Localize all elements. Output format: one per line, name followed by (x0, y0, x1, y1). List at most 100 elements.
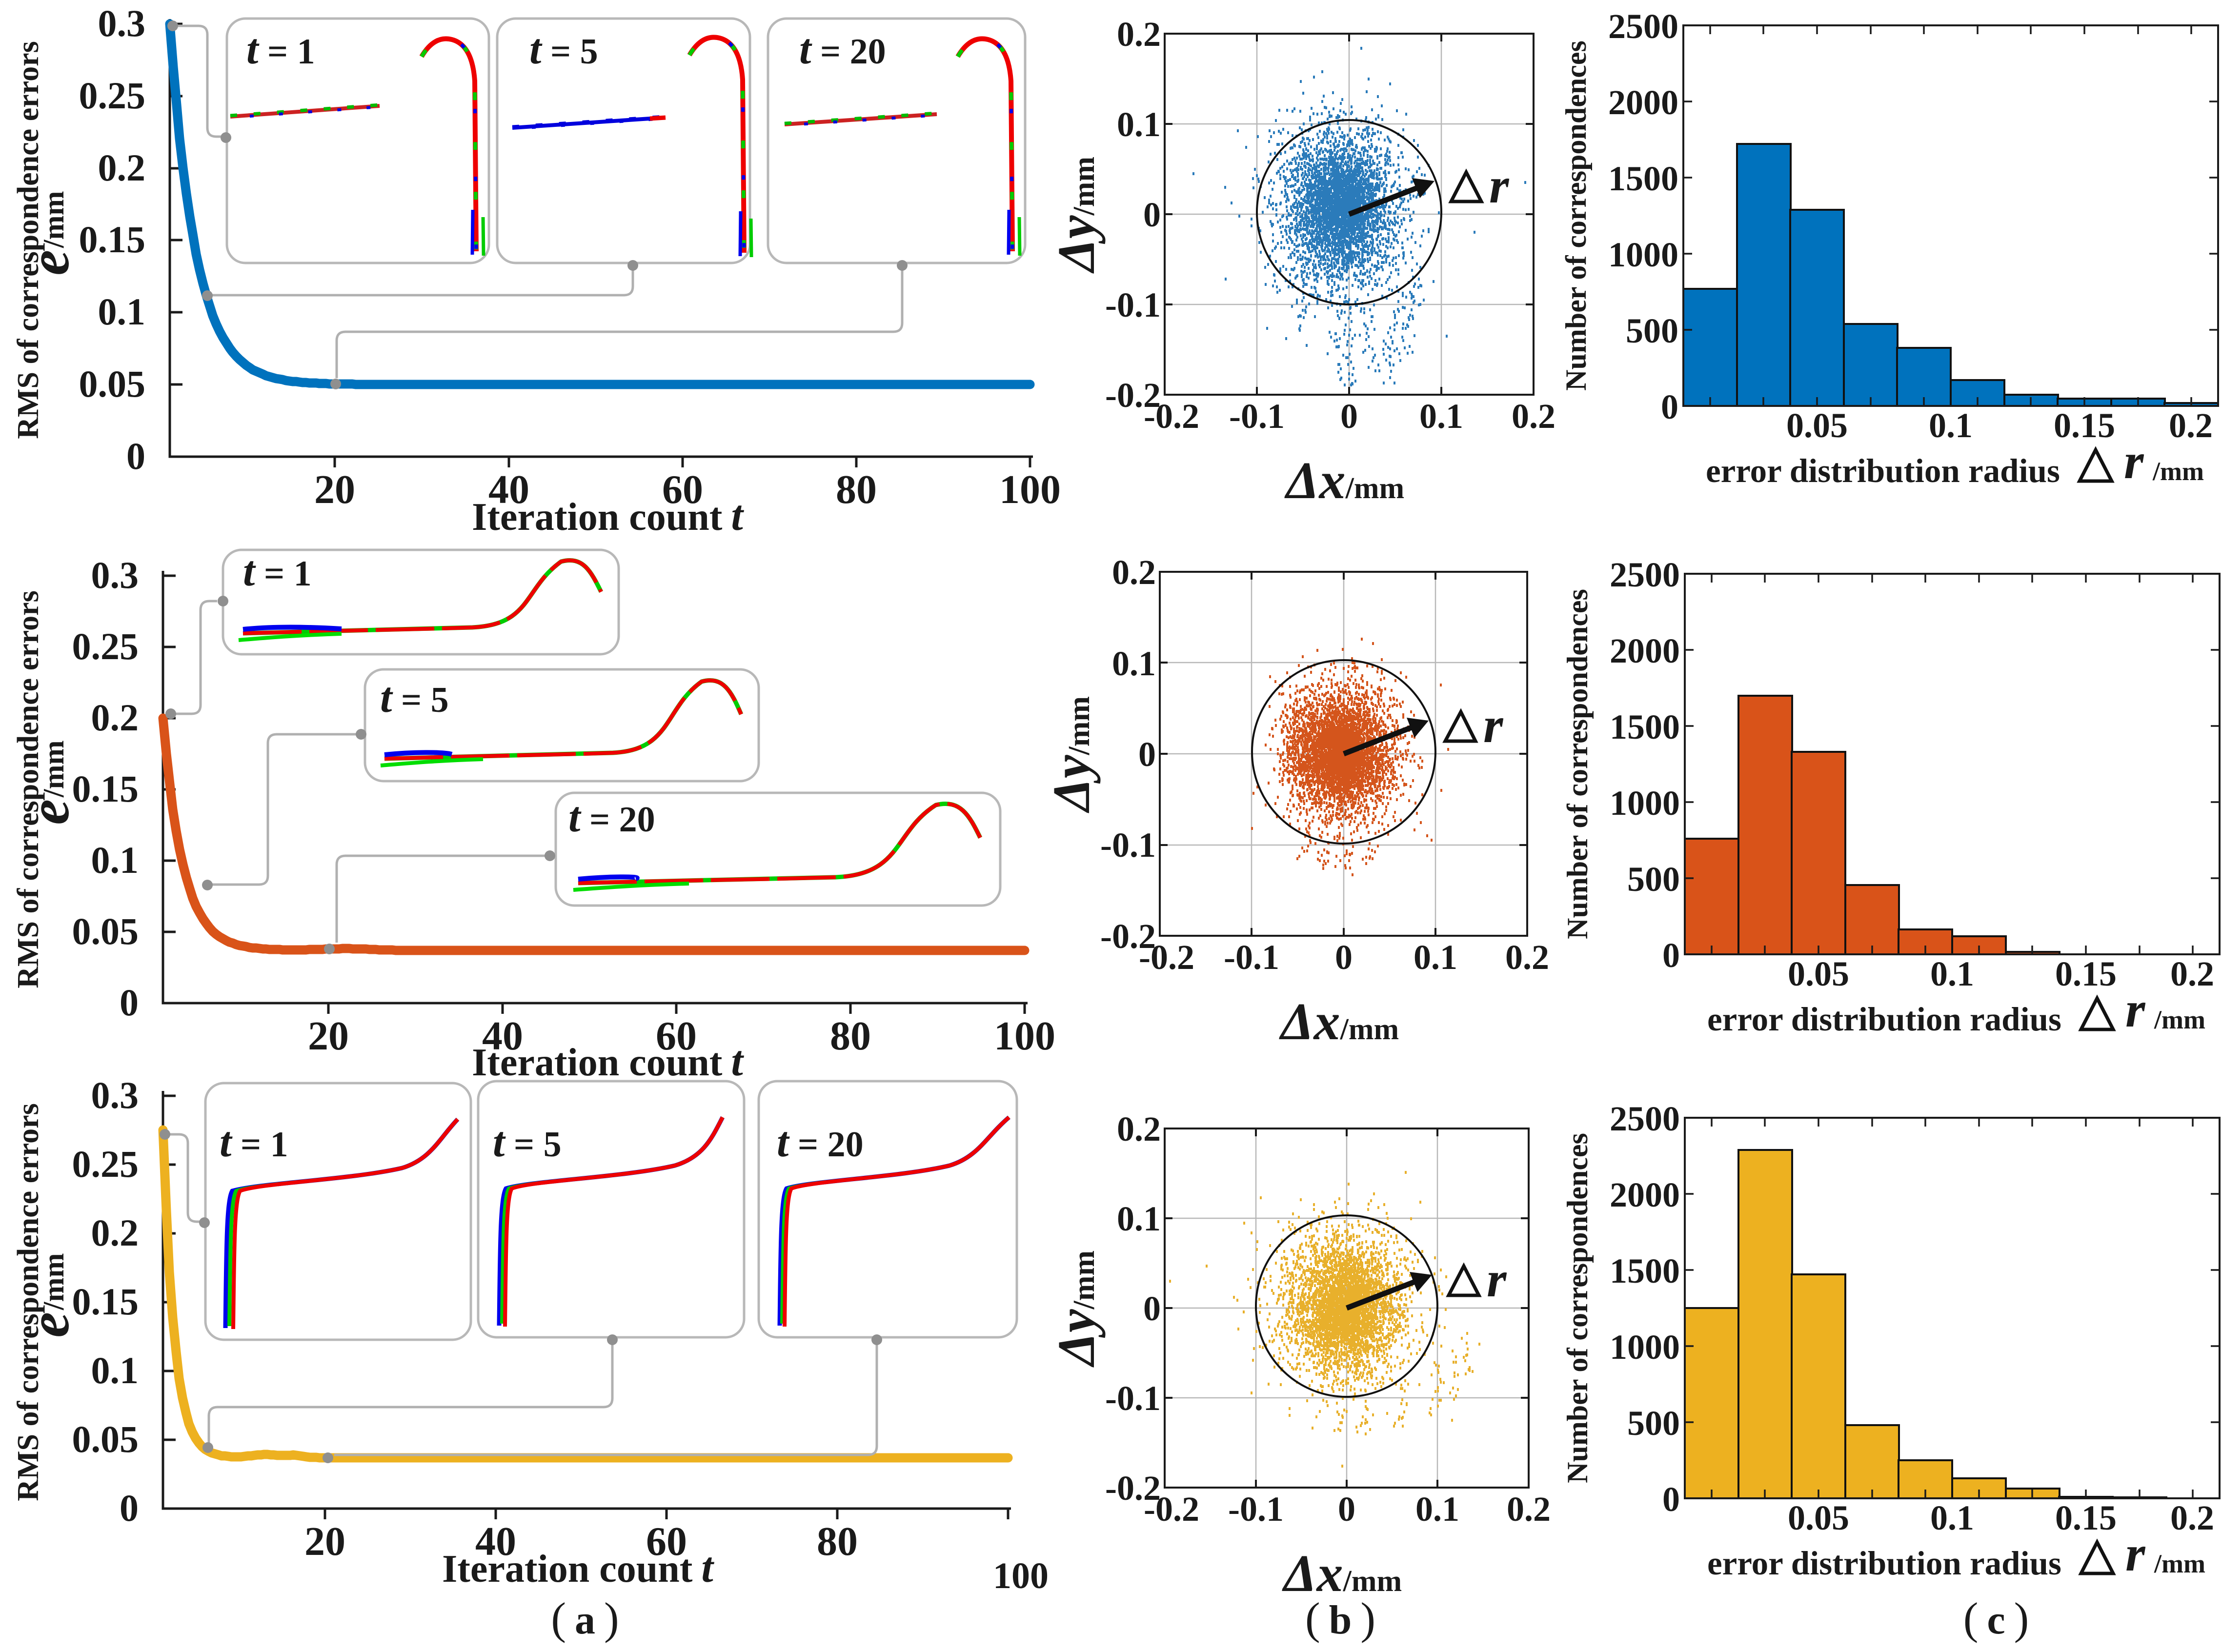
svg-text:r: r (2125, 982, 2146, 1038)
svg-text:-0.1: -0.1 (1105, 285, 1161, 324)
svg-text:0.25: 0.25 (72, 625, 139, 667)
svg-text:0.15: 0.15 (79, 218, 146, 261)
svg-text:0.2: 0.2 (2170, 1498, 2214, 1537)
svg-text:1500: 1500 (1610, 707, 1680, 746)
svg-text:-0.1: -0.1 (1229, 397, 1285, 436)
svg-text:0.2: 0.2 (1112, 553, 1156, 592)
svg-text:0: 0 (126, 435, 145, 477)
svg-text:0.25: 0.25 (79, 74, 146, 117)
svg-text:0.1: 0.1 (1930, 954, 1974, 993)
svg-text:e/mm: e/mm (17, 191, 81, 275)
svg-text:100: 100 (994, 1013, 1055, 1059)
svg-text:1000: 1000 (1608, 235, 1678, 274)
svg-text:0.2: 0.2 (1512, 397, 1555, 436)
svg-text:0.2: 0.2 (1507, 1490, 1551, 1529)
svg-text:-0.2: -0.2 (1139, 938, 1194, 977)
svg-text:0.25: 0.25 (72, 1143, 139, 1185)
svg-text:0.2: 0.2 (2170, 954, 2214, 993)
svg-text:20: 20 (308, 1013, 349, 1059)
svg-text:Δx/mm: Δx/mm (1282, 1545, 1402, 1603)
svg-text:0.05: 0.05 (79, 363, 146, 405)
svg-text:0: 0 (120, 981, 139, 1024)
svg-text:Δy/mm: Δy/mm (1048, 157, 1106, 274)
svg-text:0.05: 0.05 (1786, 406, 1848, 445)
svg-text:Δy/mm: Δy/mm (1048, 1250, 1106, 1368)
svg-text:40: 40 (488, 467, 529, 512)
svg-text:40: 40 (482, 1013, 523, 1059)
svg-text:0: 0 (1138, 735, 1156, 774)
svg-text:0.15: 0.15 (2054, 406, 2115, 445)
svg-text:/mm: /mm (2152, 457, 2204, 486)
svg-text:t = 20: t = 20 (568, 794, 655, 841)
svg-text:error distribution radius: error distribution radius (1707, 1545, 2061, 1582)
svg-text:/mm: /mm (2154, 1005, 2205, 1034)
svg-text:1000: 1000 (1610, 784, 1680, 823)
svg-text:0.2: 0.2 (91, 696, 139, 739)
svg-text:t = 1: t = 1 (220, 1119, 288, 1166)
svg-text:error distribution radius: error distribution radius (1707, 1001, 2061, 1038)
svg-text:0.1: 0.1 (1929, 406, 1973, 445)
svg-text:100: 100 (993, 1555, 1049, 1596)
svg-text:RMS of correspondence errors: RMS of correspondence errors (12, 41, 45, 439)
svg-text:Number of correspondences: Number of correspondences (1561, 1133, 1594, 1483)
svg-text:0.1: 0.1 (98, 290, 146, 333)
svg-text:0: 0 (120, 1487, 139, 1529)
svg-text:-0.1: -0.1 (1228, 1490, 1284, 1529)
svg-text:0: 0 (1143, 195, 1161, 234)
svg-text:1500: 1500 (1610, 1251, 1680, 1290)
svg-text:2000: 2000 (1608, 83, 1678, 122)
svg-text:(c): (c) (1963, 1593, 2029, 1643)
svg-text:60: 60 (656, 1013, 697, 1059)
svg-text:0: 0 (1340, 397, 1358, 436)
svg-text:80: 80 (836, 467, 877, 512)
svg-text:0: 0 (1661, 387, 1678, 426)
svg-text:0.1: 0.1 (1414, 938, 1457, 977)
svg-text:0: 0 (1143, 1289, 1161, 1328)
svg-text:1000: 1000 (1610, 1328, 1680, 1367)
svg-text:0.1: 0.1 (1930, 1498, 1974, 1537)
svg-text:0.1: 0.1 (91, 1349, 139, 1391)
svg-text:0.1: 0.1 (1117, 1199, 1161, 1238)
svg-text:0.2: 0.2 (91, 1211, 139, 1254)
svg-text:t = 20: t = 20 (777, 1119, 864, 1166)
svg-text:/mm: /mm (2154, 1549, 2205, 1578)
svg-text:e/mm: e/mm (17, 1253, 81, 1337)
svg-text:-0.2: -0.2 (1105, 1469, 1161, 1508)
svg-text:500: 500 (1626, 311, 1678, 350)
svg-text:60: 60 (662, 467, 703, 512)
svg-text:r: r (1489, 158, 1510, 214)
svg-text:t = 1: t = 1 (243, 548, 312, 595)
svg-text:r: r (1483, 697, 1504, 753)
svg-text:0.05: 0.05 (72, 1418, 139, 1460)
svg-text:-0.2: -0.2 (1100, 917, 1156, 956)
svg-text:0.2: 0.2 (1117, 1109, 1161, 1148)
svg-text:0.2: 0.2 (2169, 406, 2213, 445)
svg-text:0.3: 0.3 (91, 554, 139, 596)
svg-text:0.1: 0.1 (1112, 644, 1156, 683)
svg-text:(a): (a) (551, 1593, 619, 1643)
svg-text:-0.1: -0.1 (1100, 826, 1156, 865)
svg-text:RMS of correspondence errors: RMS of correspondence errors (12, 590, 45, 988)
svg-text:0: 0 (1338, 1490, 1355, 1529)
svg-text:t = 5: t = 5 (380, 674, 449, 722)
svg-text:r: r (1487, 1251, 1507, 1308)
svg-text:t = 5: t = 5 (529, 26, 598, 73)
svg-text:0.2: 0.2 (1505, 938, 1549, 977)
svg-text:Number of correspondences: Number of correspondences (1561, 589, 1594, 939)
svg-text:40: 40 (475, 1519, 516, 1564)
svg-text:80: 80 (817, 1519, 858, 1564)
svg-text:0.15: 0.15 (2055, 954, 2117, 993)
svg-text:r: r (2125, 1526, 2146, 1582)
svg-text:100: 100 (999, 467, 1061, 512)
svg-text:-0.2: -0.2 (1144, 1490, 1199, 1529)
svg-text:0: 0 (1335, 938, 1353, 977)
svg-text:1500: 1500 (1608, 159, 1678, 198)
svg-text:0: 0 (1662, 936, 1680, 975)
svg-text:RMS of correspondence errors: RMS of correspondence errors (12, 1103, 45, 1501)
svg-text:2500: 2500 (1608, 7, 1678, 46)
svg-text:500: 500 (1627, 1404, 1680, 1443)
svg-text:Δy/mm: Δy/mm (1043, 696, 1101, 813)
